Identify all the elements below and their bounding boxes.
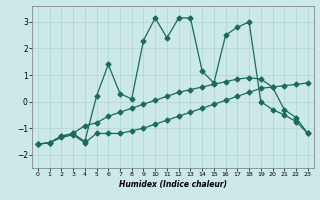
X-axis label: Humidex (Indice chaleur): Humidex (Indice chaleur) [119,180,227,189]
